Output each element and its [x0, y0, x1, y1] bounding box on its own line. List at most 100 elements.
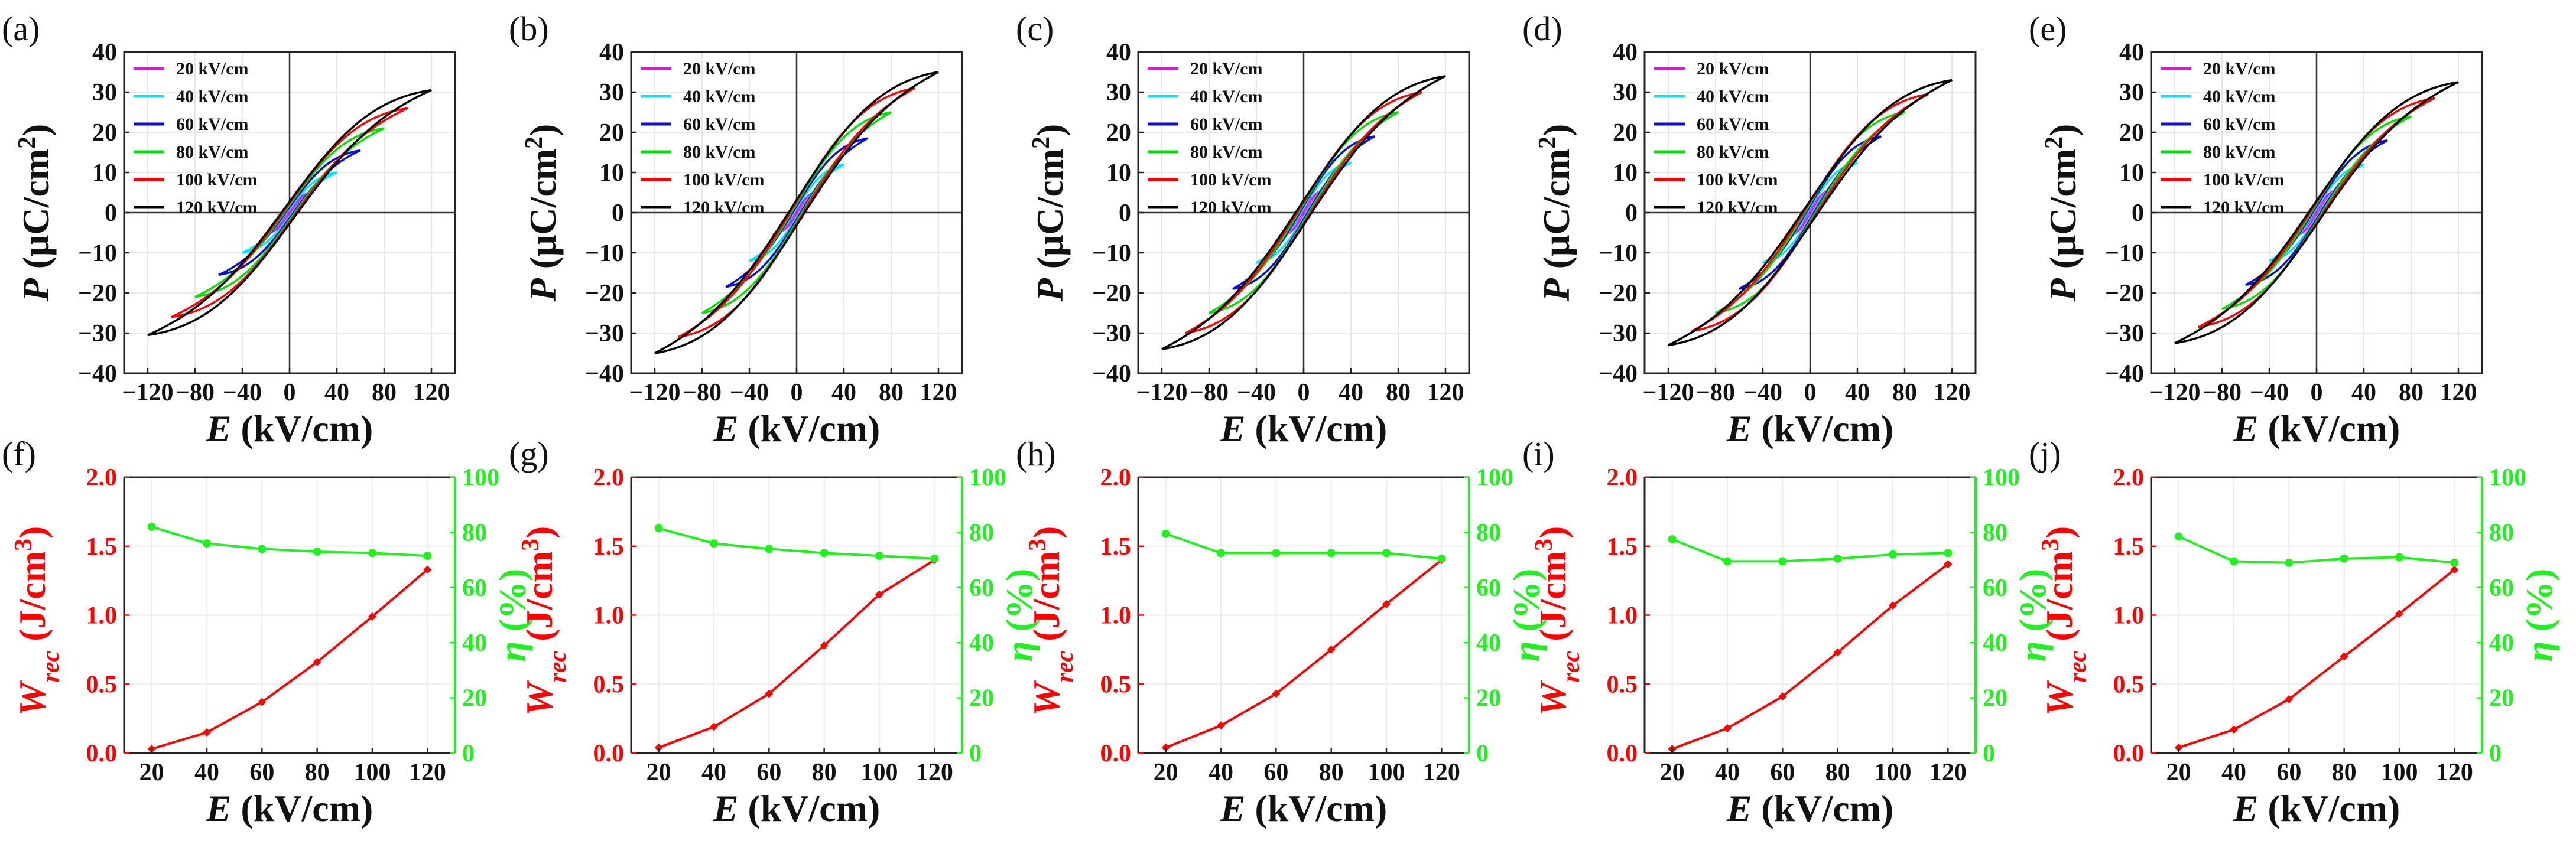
y-tick-label: 30	[2119, 79, 2144, 106]
y-tick-label: −10	[78, 240, 117, 267]
axis-symbol: P	[15, 278, 57, 302]
eta-point	[2174, 532, 2183, 541]
legend-label: 100 kV/cm	[176, 170, 258, 190]
wrec-point	[258, 698, 267, 706]
y-tick-label: 30	[1613, 79, 1638, 106]
panel-label: (c)	[1016, 9, 1054, 48]
axis-superscript: 3	[1531, 539, 1558, 551]
y-right-axis-title: η (%)	[2518, 569, 2560, 662]
axis-subscript: rec	[544, 650, 571, 682]
axis-superscript: 3	[1024, 539, 1051, 551]
wrec-point	[2230, 725, 2238, 734]
wrec-point	[1889, 601, 1897, 610]
y-tick-label: −30	[585, 320, 624, 347]
y-left-tick-label: 0.5	[2113, 671, 2145, 698]
y-right-axis-title: η (%)	[1505, 569, 1547, 662]
y-right-tick-label: 100	[1983, 464, 2020, 491]
panel-label: (f)	[2, 435, 36, 473]
x-tick-label: 40	[1209, 759, 1233, 786]
x-tick-label: −120	[1136, 379, 1188, 406]
wrec-line	[658, 559, 935, 749]
legend-label: 80 kV/cm	[2203, 142, 2276, 162]
legend-label: 20 kV/cm	[2203, 59, 2276, 79]
axis-symbol: P	[1029, 278, 1071, 302]
legend-label: 40 kV/cm	[1190, 87, 1263, 106]
y-right-tick-label: 0	[462, 740, 475, 767]
y-tick-label: 10	[1613, 159, 1638, 187]
x-tick-label: −120	[629, 379, 681, 406]
x-tick-label: 40	[831, 379, 856, 406]
eta-point	[423, 552, 432, 561]
wrec-line	[1165, 559, 1443, 749]
y-left-tick-label: 2.0	[2113, 464, 2145, 491]
x-tick-label: 80	[2399, 379, 2424, 406]
eta-point	[1778, 557, 1787, 566]
x-tick-label: −40	[2250, 379, 2289, 406]
x-tick-label: 40	[1339, 379, 1363, 406]
legend-label: 40 kV/cm	[683, 87, 756, 106]
x-tick-label: 20	[2166, 759, 2191, 786]
axis-unit: (%)	[1505, 569, 1547, 641]
axis-subscript: rec	[2064, 650, 2091, 682]
y-tick-label: −10	[585, 240, 624, 267]
y-tick-label: 20	[1613, 119, 1638, 146]
x-tick-label: −80	[1696, 379, 1735, 406]
x-tick-label: 20	[647, 759, 671, 786]
y-tick-label: −30	[1599, 320, 1638, 347]
legend-label: 60 kV/cm	[1697, 115, 1769, 134]
loop-120kv	[1161, 75, 1446, 350]
axis-symbol: η	[2012, 641, 2054, 662]
axis-unit: (%)	[2518, 569, 2560, 641]
wrec-point	[203, 728, 211, 737]
axis-subscript: rec	[37, 650, 64, 682]
axis-unit: (J/cm	[518, 551, 560, 651]
x-tick-label: 120	[920, 379, 957, 406]
y-right-tick-label: 40	[2489, 630, 2514, 657]
x-tick-label: −40	[730, 379, 769, 406]
x-tick-label: 40	[324, 379, 349, 406]
wrec-line	[1671, 563, 1949, 750]
axis-symbol: W	[518, 680, 560, 716]
axis-symbol: W	[11, 680, 53, 716]
axis-symbol: E	[713, 787, 739, 829]
x-tick-label: 0	[791, 379, 803, 406]
y-right-tick-label: 80	[1983, 519, 2007, 546]
axis-symbol: W	[1532, 680, 1574, 716]
axis-symbol: P	[1535, 278, 1577, 302]
wrec-point	[423, 565, 432, 574]
wrec-point	[2395, 610, 2403, 618]
y-tick-label: 20	[2119, 119, 2144, 146]
y-right-tick-label: 40	[1983, 630, 2007, 657]
wrec-point	[1161, 743, 1170, 752]
y-tick-label: −30	[2105, 320, 2144, 347]
y-left-tick-label: 0.5	[1100, 671, 1132, 698]
eta-point	[1437, 554, 1446, 563]
legend-label: 120 kV/cm	[1190, 198, 1272, 217]
energy-storage-chart-2: 20 40 60 80 100 120 0.0 0.5 1.0 1.5 2.0 0 20 40 60 80 10…	[509, 435, 1040, 829]
wrec-point	[2450, 565, 2459, 574]
x-tick-label: −120	[1643, 379, 1694, 406]
axis-symbol: E	[206, 408, 232, 449]
axis-symbol: W	[2038, 680, 2080, 716]
eta-point	[930, 554, 939, 563]
y-tick-label: 30	[1106, 79, 1131, 106]
y-tick-label: 40	[599, 39, 624, 66]
y-tick-label: 10	[92, 159, 117, 187]
y-left-tick-label: 0.0	[593, 740, 625, 767]
wrec-point	[1778, 692, 1787, 701]
x-tick-label: 20	[1154, 759, 1178, 786]
legend-label: 100 kV/cm	[683, 170, 765, 190]
y-left-tick-label: 1.5	[593, 533, 625, 561]
y-tick-label: 30	[599, 79, 624, 106]
axis-symbol: P	[522, 278, 564, 302]
x-tick-label: −40	[1237, 379, 1276, 406]
eta-line	[2178, 535, 2455, 564]
y-tick-label: −10	[1599, 240, 1638, 267]
y-left-tick-label: 2.0	[1100, 464, 1132, 491]
x-tick-label: 80	[1386, 379, 1411, 406]
eta-point	[654, 524, 663, 533]
y-left-tick-label: 0.0	[1607, 740, 1638, 767]
axis-unit: )	[11, 526, 53, 539]
axis-symbol: η	[2518, 641, 2560, 662]
x-axis-title: E (kV/cm)	[206, 408, 373, 449]
